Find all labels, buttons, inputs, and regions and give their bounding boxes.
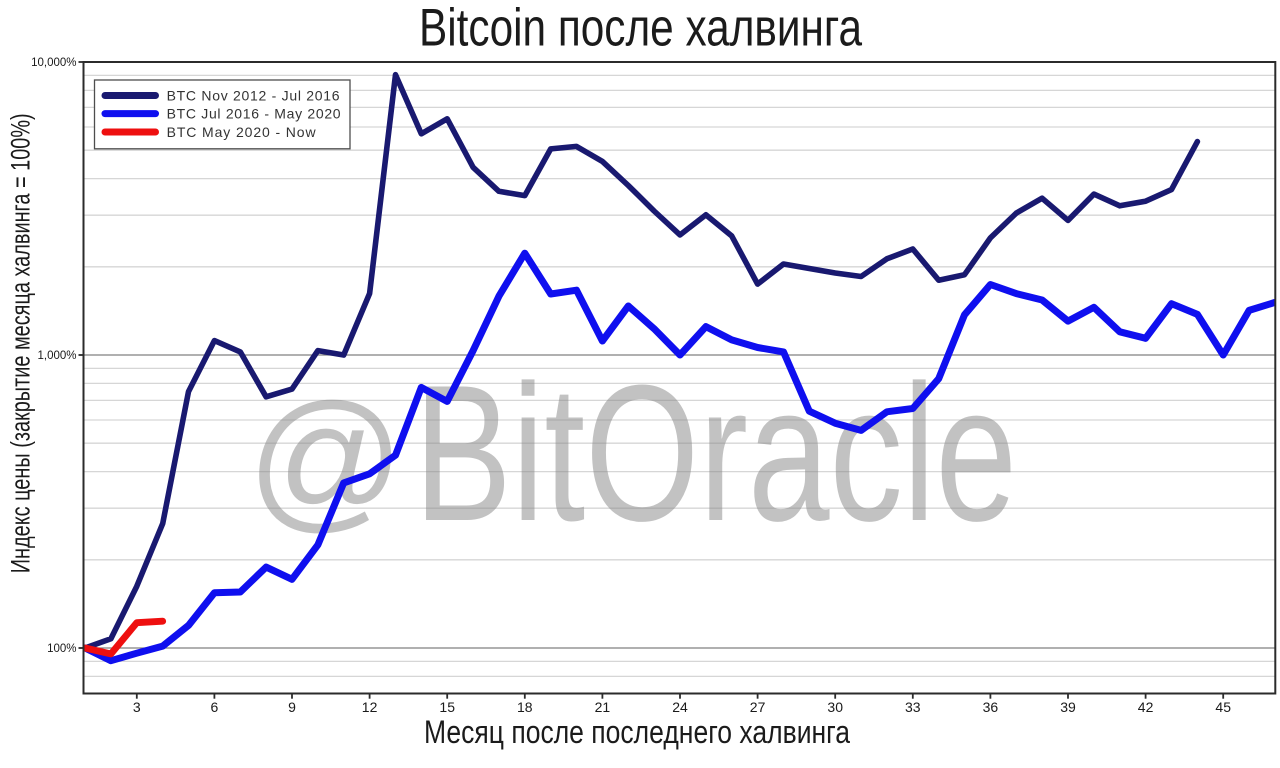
svg-text:Bitcoin после халвинга: Bitcoin после халвинга	[419, 0, 862, 58]
svg-text:21: 21	[595, 699, 611, 715]
svg-text:6: 6	[211, 699, 219, 715]
svg-text:12: 12	[362, 699, 378, 715]
svg-text:24: 24	[672, 699, 688, 715]
svg-text:42: 42	[1138, 699, 1154, 715]
svg-text:15: 15	[439, 699, 455, 715]
svg-text:100%: 100%	[47, 643, 76, 655]
svg-text:10,000%: 10,000%	[31, 57, 76, 69]
svg-text:45: 45	[1215, 699, 1231, 715]
svg-text:BTC May 2020 - Now: BTC May 2020 - Now	[167, 124, 317, 140]
svg-text:18: 18	[517, 699, 533, 715]
svg-text:3: 3	[133, 699, 141, 715]
svg-text:Месяц после последнего халвинг: Месяц после последнего халвинга	[424, 714, 850, 750]
svg-text:30: 30	[827, 699, 843, 715]
svg-text:9: 9	[288, 699, 296, 715]
svg-text:BitOracle: BitOracle	[414, 345, 1017, 562]
svg-text:1,000%: 1,000%	[37, 350, 76, 362]
svg-text:33: 33	[905, 699, 921, 715]
svg-text:Индекс цены (закрытие месяца х: Индекс цены (закрытие месяца халвинга = …	[5, 113, 35, 573]
svg-text:BTC Nov 2012 - Jul 2016: BTC Nov 2012 - Jul 2016	[167, 87, 340, 103]
svg-text:27: 27	[750, 699, 766, 715]
svg-text:@: @	[247, 372, 404, 545]
svg-text:BTC Jul 2016 - May 2020: BTC Jul 2016 - May 2020	[167, 106, 341, 122]
svg-text:36: 36	[983, 699, 999, 715]
svg-text:39: 39	[1060, 699, 1076, 715]
